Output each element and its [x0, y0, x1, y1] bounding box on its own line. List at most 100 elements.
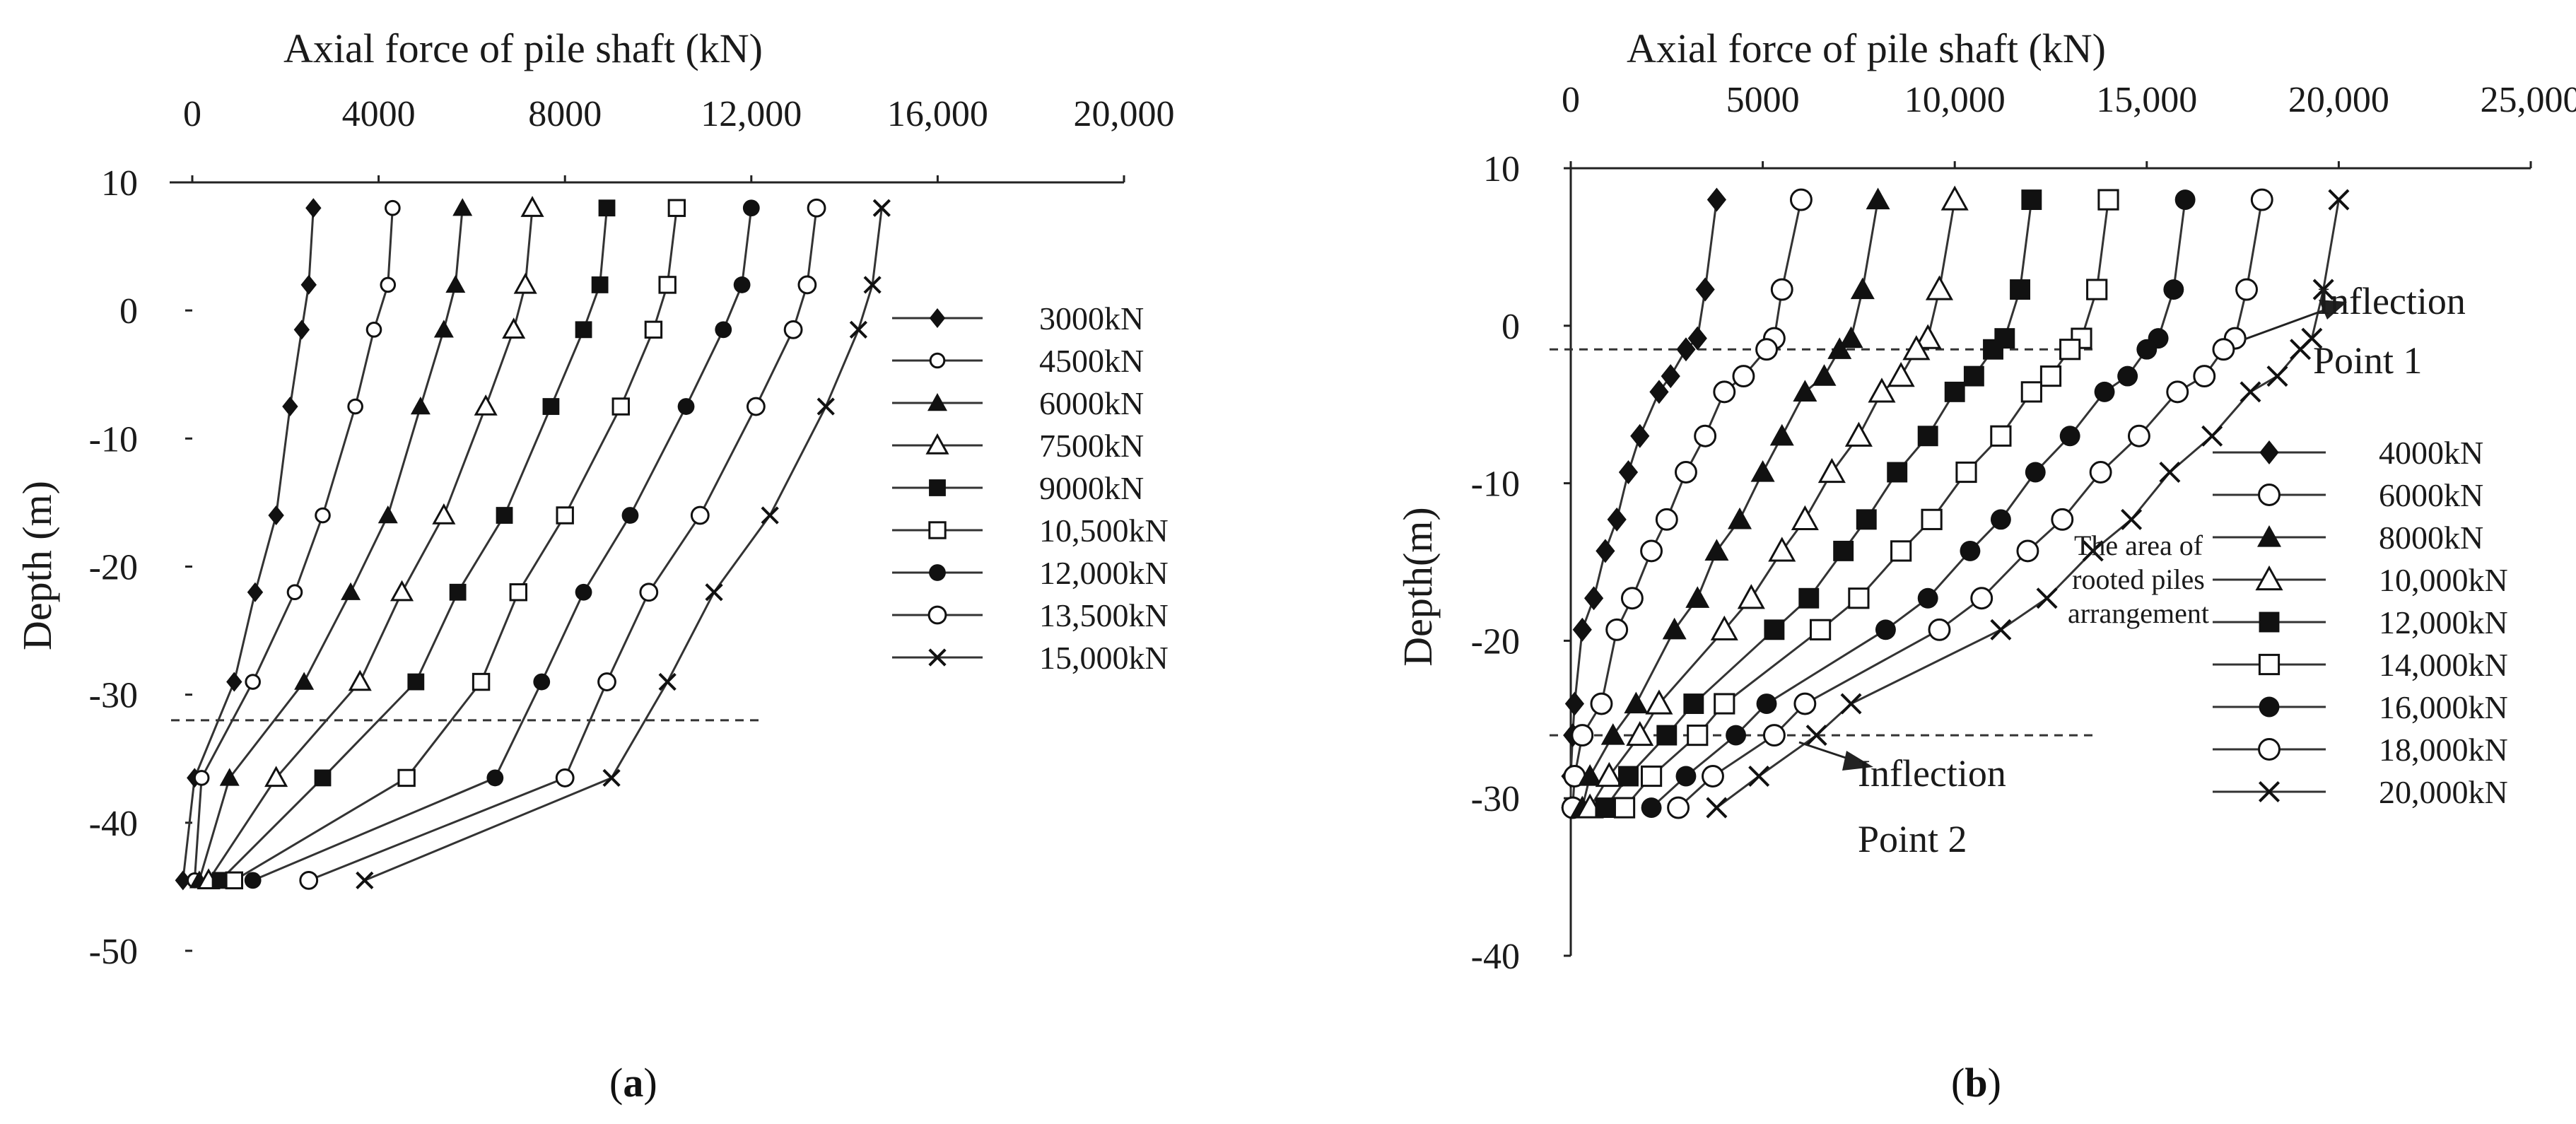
chart-b-x-tick-label: 5000 [1726, 80, 1800, 120]
data-point-9000kN [542, 398, 560, 415]
chart-b-legend: 4000kN 6000kN 8000kN 10,000kN 12,000kN 14,000… [2213, 435, 2508, 810]
series-line-4000kN [1569, 199, 1718, 808]
data-point-6000kN [1640, 539, 1663, 563]
chart-a-title: Axial force of pile shaft (kN) [283, 25, 763, 71]
data-point-18,000kN [1970, 587, 1994, 610]
legend-item-18,000kN: 18,000kN [2213, 732, 2508, 768]
data-point-7500kN [513, 272, 537, 294]
data-point-8000kN [1793, 380, 1817, 402]
data-point-4500kN [365, 322, 382, 338]
data-point-4000kN [1618, 460, 1639, 485]
series-line-7500kN [207, 208, 534, 882]
data-point-6000kN [1789, 188, 1813, 211]
data-point-8000kN [1827, 337, 1852, 359]
chart-b-reference-lines [1550, 348, 2092, 737]
chart-b-x-tick-label: 20,000 [2288, 80, 2389, 120]
data-point-6000kN [294, 672, 315, 690]
data-point-4000kN [1596, 539, 1615, 563]
data-point-4500kN [385, 199, 401, 216]
chart-a-y-tick-label: 10 [101, 163, 138, 204]
series-6000kN [189, 198, 473, 889]
data-point-8000kN [1850, 277, 1875, 300]
data-point-16,000kN [1875, 619, 1896, 640]
data-point-12,000kN [244, 872, 262, 889]
data-point-18,000kN [1928, 618, 1951, 641]
data-point-6000kN [445, 274, 466, 293]
data-point-15,000kN [816, 397, 835, 416]
annotation-inflection-point-2: Inflection Point 2 [1798, 741, 2006, 860]
data-point-13,500kN [555, 768, 575, 788]
data-point-3000kN [247, 582, 264, 602]
data-point-13,500kN [797, 275, 817, 295]
data-point-12,000kN [1856, 509, 1877, 530]
data-point-20,000kN [2312, 279, 2334, 300]
chart-a-y-tick-label: -20 [89, 548, 138, 588]
data-point-7500kN [520, 196, 544, 217]
data-point-4000kN [1695, 277, 1715, 302]
data-point-4000kN [1630, 423, 1650, 448]
data-point-9000kN [407, 673, 425, 691]
data-point-8000kN [1769, 423, 1794, 446]
data-point-14,000kN [2039, 365, 2062, 387]
data-point-4000kN [1687, 326, 1707, 351]
data-point-12,000kN [1944, 381, 1965, 402]
data-point-9000kN [598, 199, 616, 217]
data-point-6000kN [1605, 618, 1629, 641]
data-point-4000kN [1572, 617, 1592, 642]
chart-b-ylabel: Depth(m) [1395, 507, 1441, 667]
panel-label-b: (b) [1951, 1060, 2001, 1106]
data-point-16,000kN [1675, 766, 1697, 787]
data-point-16,000kN [1726, 725, 1747, 746]
data-point-15,000kN [602, 768, 621, 788]
data-point-12,000kN [742, 199, 760, 217]
data-point-12,000kN [575, 583, 592, 601]
data-point-14,000kN [2020, 381, 2042, 403]
series-line-15,000kN [364, 208, 883, 882]
data-point-16,000kN [2025, 462, 2046, 483]
annotation-rooted-piles-line2: rooted piles [2072, 563, 2205, 595]
chart-b-y-tick-label: -10 [1471, 464, 1520, 505]
data-point-10,000kN [1626, 720, 1654, 747]
legend-item-20,000kN: 20,000kN [2213, 774, 2508, 810]
legend-label: 9000kN [1039, 470, 1144, 506]
data-point-10,000kN [1645, 689, 1673, 715]
data-point-10,000kN [1737, 584, 1765, 609]
data-point-8000kN [1812, 364, 1837, 386]
series-3000kN [175, 198, 322, 891]
legend-marker [929, 479, 946, 496]
legend-marker [927, 605, 947, 625]
data-point-6000kN [1590, 692, 1613, 715]
data-point-16,000kN [2094, 381, 2115, 402]
annotation-inflection-point-2-line2: Point 2 [1858, 818, 1967, 860]
data-point-6000kN [1675, 461, 1697, 484]
series-9000kN [211, 199, 616, 889]
legend-marker [929, 308, 946, 328]
data-point-13,500kN [639, 583, 659, 602]
data-point-10,500kN [556, 506, 574, 525]
legend-label: 15,000kN [1039, 640, 1169, 676]
chart-panel-a: Axial force of pile shaft (kN) Depth (m)… [14, 25, 1175, 972]
chart-a-ylabel: Depth (m) [14, 481, 60, 650]
data-point-3000kN [175, 870, 192, 891]
legend-marker [929, 352, 946, 369]
chart-a-series [175, 196, 891, 891]
data-point-14,000kN [1613, 797, 1636, 819]
data-point-6000kN [377, 505, 398, 524]
data-point-15,000kN [761, 506, 779, 525]
legend-marker [925, 433, 949, 455]
data-point-18,000kN [1702, 765, 1724, 788]
legend-label: 14,000kN [2379, 647, 2508, 683]
chart-b-x-tick-labels: 0 5000 10,000 15,000 20,000 25,000 [1562, 80, 2576, 168]
data-point-16,000kN [1960, 540, 1981, 561]
data-point-14,000kN [1955, 461, 1977, 484]
data-point-14,000kN [1714, 693, 1735, 715]
data-point-20,000kN [2240, 381, 2261, 403]
legend-item-12,000kN: 12,000kN [892, 555, 1169, 591]
legend-marker [927, 393, 947, 411]
chart-b-y-tick-label: -30 [1471, 779, 1520, 819]
data-point-10,000kN [1844, 421, 1873, 447]
data-point-10,500kN [658, 276, 677, 294]
legend-label: 10,500kN [1039, 513, 1169, 549]
chart-a-legend: 3000kN 4500kN 6000kN 7500kN 9000kN 10,500kN 12… [892, 300, 1169, 676]
